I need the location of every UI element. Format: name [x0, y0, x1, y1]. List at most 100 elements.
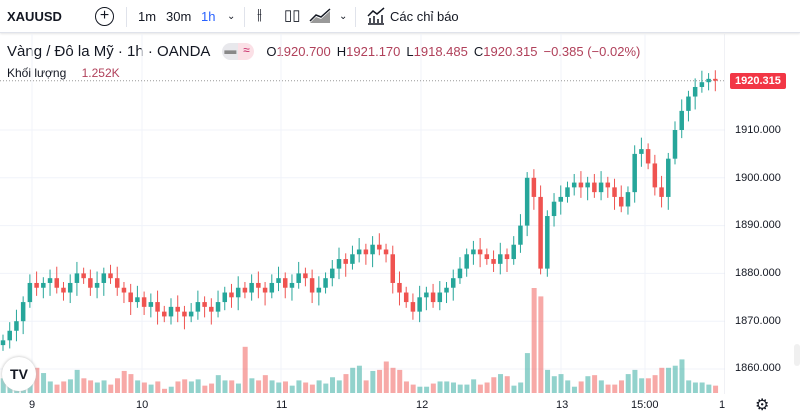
volume-bar [639, 378, 645, 393]
interval-1h[interactable]: 1h [201, 9, 216, 24]
candle-body [383, 249, 389, 255]
volume-bar [356, 365, 362, 393]
volume-bar [504, 376, 510, 393]
volume-bar [612, 384, 618, 393]
candle-body [303, 273, 308, 279]
chevron-down-icon[interactable]: ⌄ [227, 11, 236, 22]
chevron-down-icon[interactable]: ⌄ [339, 11, 348, 22]
time-tick: 9 [29, 399, 36, 411]
candle-body [101, 273, 107, 283]
candle-body [450, 278, 456, 288]
volume-bar [645, 378, 651, 393]
volume-bar [343, 374, 349, 393]
volume-bar [114, 378, 120, 393]
volume-value: 1.252K [81, 66, 120, 80]
price-chart[interactable] [0, 34, 725, 394]
volume-bar [215, 375, 221, 393]
high-value: 1921.170 [346, 44, 401, 59]
candle-body [558, 196, 564, 202]
volume-bar [652, 375, 658, 393]
candle-body [511, 244, 516, 260]
volume-bar [551, 376, 557, 393]
volume-bar [524, 353, 530, 393]
last-price-label: 1920.315 [730, 73, 786, 89]
candle-body [571, 182, 577, 188]
volume-bar [679, 359, 685, 393]
volume-bar [316, 380, 322, 393]
candle-body [679, 110, 684, 130]
volume-bar [148, 384, 154, 393]
volume-bar [397, 369, 403, 393]
candle-body [659, 187, 664, 197]
volume-label: Khối lượng [7, 66, 67, 80]
candle-body [128, 292, 133, 303]
open-value: 1920.700 [276, 44, 331, 59]
time-tick: 15:00 [631, 399, 659, 411]
volume-bar [625, 374, 631, 393]
time-tick: 16 [719, 399, 725, 411]
volume-bar [330, 377, 336, 393]
volume-bar [195, 379, 201, 393]
candle-body [565, 187, 570, 197]
volume-bar [471, 379, 477, 393]
candle-body [14, 321, 19, 331]
volume-bar [464, 384, 470, 393]
interval-1m[interactable]: 1m [138, 9, 157, 24]
volume-bar [269, 380, 275, 393]
volume-bar [598, 380, 604, 393]
volume-bar [256, 380, 262, 393]
bar-chart-icon[interactable]: ⫲ [257, 6, 262, 23]
candle-body [27, 282, 33, 303]
candle-body [417, 297, 422, 312]
time-tick: 12 [416, 399, 429, 411]
candle-body [672, 130, 678, 159]
volume-bar [477, 384, 483, 393]
candle-body [256, 282, 261, 288]
volume-bar [706, 384, 712, 393]
candle-body [437, 292, 443, 303]
candle-body [148, 302, 154, 307]
indicators-button[interactable]: Các chỉ báo [390, 9, 459, 24]
candle-body [61, 287, 66, 293]
candle-body [457, 268, 463, 279]
symbol-name[interactable]: XAUUSD [7, 9, 62, 24]
volume-bar [222, 380, 228, 393]
volume-bar [457, 384, 463, 393]
candle-body [484, 254, 490, 260]
interval-30m[interactable]: 30m [166, 9, 192, 24]
area-chart-icon[interactable] [309, 8, 331, 27]
candle-body [323, 278, 328, 288]
candle-body [276, 278, 281, 283]
plus-circle-icon[interactable]: + [95, 7, 114, 26]
volume-bar [518, 382, 524, 393]
candle-body [598, 182, 604, 193]
tradingview-logo[interactable]: TV [2, 357, 36, 391]
candle-body [585, 182, 590, 188]
scroll-handle[interactable] [794, 344, 800, 366]
candle-body [477, 249, 483, 255]
candle-body [518, 225, 523, 245]
candle-body [135, 297, 140, 303]
volume-bar [618, 380, 624, 393]
volume-bar [101, 380, 107, 393]
candle-body [168, 306, 174, 317]
volume-bar [538, 296, 544, 393]
volume-bar [121, 370, 127, 393]
candle-body [531, 177, 537, 197]
candle-body [430, 292, 436, 303]
candle-body [289, 282, 295, 288]
candle-body [121, 287, 127, 293]
candle-body [94, 282, 100, 288]
candlestick-icon[interactable]: ▯▯ [284, 7, 301, 24]
volume-bar [498, 374, 504, 393]
candle-body [202, 302, 207, 307]
candle-body [686, 96, 691, 111]
candle-body [370, 244, 375, 255]
volume-bar [135, 380, 141, 393]
candle-body [242, 287, 248, 293]
indicators-icon[interactable] [366, 7, 386, 28]
settings-gear-icon[interactable]: ⚙ [755, 397, 770, 414]
legend-toggle[interactable]: ▬ ≈ [222, 43, 255, 60]
candle-body [363, 249, 369, 255]
volume-bar [41, 373, 47, 393]
